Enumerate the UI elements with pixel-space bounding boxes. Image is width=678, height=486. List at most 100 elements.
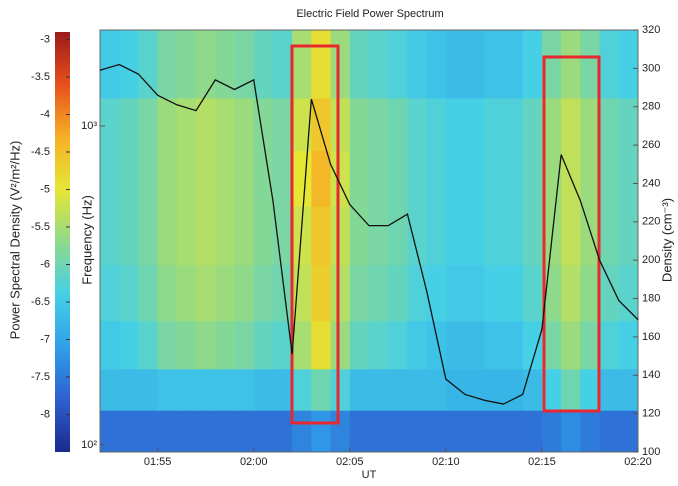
spectrum-cell — [234, 30, 255, 99]
spectrum-cell — [176, 150, 197, 207]
spectrum-cell — [445, 410, 466, 452]
spectrum-cell — [541, 410, 562, 452]
colorbar-label: Power Spectral Density (V²/m²/Hz) — [7, 141, 22, 340]
x-tick-label: 01:55 — [144, 456, 172, 468]
y2-tick-label: 180 — [642, 292, 660, 304]
spectrum-cell — [465, 264, 485, 322]
spectrum-cell — [292, 410, 312, 452]
spectrum-cell — [176, 264, 197, 322]
spectrum-cell — [503, 320, 524, 370]
spectrum-cell — [580, 30, 601, 99]
spectrum-cell — [330, 30, 351, 99]
spectrum-cell — [522, 368, 543, 411]
spectrum-cell — [100, 320, 120, 370]
spectrum-cell — [272, 97, 293, 152]
spectrum-cell — [100, 205, 120, 266]
spectrum-cell — [100, 368, 120, 411]
spectrum-cell — [119, 97, 139, 152]
spectrum-cell — [253, 368, 274, 411]
spectrum-cell — [138, 97, 159, 152]
y-axis-label: Frequency (Hz) — [79, 195, 94, 285]
spectrum-cell — [580, 150, 601, 207]
spectrum-cell — [522, 410, 543, 452]
spectrum-cell — [522, 30, 543, 99]
spectrum-cell — [234, 410, 255, 452]
y-tick-label: 10² — [81, 439, 97, 451]
spectrum-cell — [561, 30, 581, 99]
colorbar-tick-label: -5 — [40, 183, 50, 195]
spectrum-cell — [407, 264, 428, 322]
spectrum-cell — [119, 320, 139, 370]
spectrum-cell — [599, 97, 620, 152]
spectrum-cell — [407, 150, 428, 207]
x-tick-label: 02:15 — [528, 456, 556, 468]
spectrum-cell — [272, 410, 293, 452]
spectrum-cell — [253, 30, 274, 99]
spectrum-cell — [522, 264, 543, 322]
y2-tick-label: 300 — [642, 62, 660, 74]
spectrum-cell — [599, 30, 620, 99]
spectrum-cell — [388, 410, 408, 452]
spectrum-cell — [599, 320, 620, 370]
spectrum-cell — [253, 264, 274, 322]
spectrum-cell — [292, 368, 312, 411]
spectrum-cell — [503, 264, 524, 322]
spectrum-cell — [484, 320, 504, 370]
spectrum-cell — [426, 97, 447, 152]
spectrum-cell — [253, 150, 274, 207]
x-axis-label: UT — [362, 469, 377, 481]
spectrum-cell — [503, 97, 524, 152]
spectrum-cell — [445, 320, 466, 370]
spectrum-cell — [445, 97, 466, 152]
spectrum-cell — [618, 205, 638, 266]
highlight-box — [542, 55, 601, 413]
spectrum-cell — [503, 30, 524, 99]
spectrum-cell — [119, 410, 139, 452]
spectrum-cell — [522, 150, 543, 207]
spectrum-cell — [445, 368, 466, 411]
spectrum-cell — [253, 205, 274, 266]
spectrum-cell — [311, 368, 332, 411]
spectrum-cell — [157, 97, 178, 152]
spectrum-cell — [157, 30, 178, 99]
y2-tick-label: 240 — [642, 177, 660, 189]
spectrum-cell — [484, 30, 504, 99]
spectrum-cell — [119, 205, 139, 266]
spectrum-cell — [100, 150, 120, 207]
spectrum-cell — [618, 368, 638, 411]
spectrum-cell — [100, 30, 120, 99]
spectrum-cell — [388, 264, 408, 322]
colorbar-tick-label: -8 — [40, 408, 50, 420]
spectrum-cell — [253, 320, 274, 370]
spectrum-cell — [138, 150, 159, 207]
spectrum-cell — [484, 205, 504, 266]
spectrum-cell — [561, 264, 581, 322]
spectrum-cell — [426, 320, 447, 370]
spectrum-cell — [196, 30, 216, 99]
highlight-box — [290, 44, 340, 425]
spectrum-cell — [599, 150, 620, 207]
spectrum-cell — [407, 30, 428, 99]
spectrum-cell — [369, 97, 389, 152]
spectrum-cell — [119, 264, 139, 322]
spectrum-cell — [215, 320, 235, 370]
spectrum-cell — [234, 150, 255, 207]
spectrum-cell — [349, 368, 370, 411]
spectrum-cell — [176, 368, 197, 411]
y2-tick-label: 260 — [642, 139, 660, 151]
spectrum-cell — [522, 205, 543, 266]
spectrum-cell — [349, 320, 370, 370]
spectrum-cell — [426, 264, 447, 322]
spectrum-cell — [311, 205, 332, 266]
spectrum-cell — [157, 410, 178, 452]
spectrum-cell — [330, 150, 351, 207]
spectrum-cell — [119, 368, 139, 411]
spectrum-cell — [407, 368, 428, 411]
spectrum-cell — [100, 97, 120, 152]
colorbar-tick-label: -4 — [40, 108, 50, 120]
spectrum-cell — [176, 320, 197, 370]
spectrum-cell — [407, 97, 428, 152]
spectrum-cell — [196, 205, 216, 266]
spectrum-cell — [196, 150, 216, 207]
